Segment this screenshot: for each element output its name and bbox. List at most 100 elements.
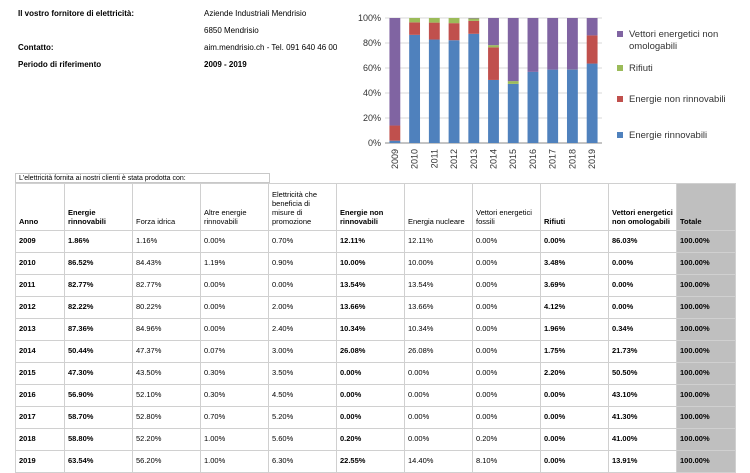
col-altre-energie-rinnovabili: Altre energie rinnovabili [201,184,269,231]
value-cell: 0.00% [541,385,609,407]
value-cell: 2.00% [269,297,337,319]
bar-segment [409,22,420,34]
value-cell: 12.11% [405,231,473,253]
value-cell: 43.50% [133,363,201,385]
bar-segment [488,45,499,47]
value-cell: 86.03% [609,231,677,253]
value-cell: 10.00% [337,253,405,275]
x-tick-label: 2019 [587,149,597,169]
value-cell: 0.00% [201,319,269,341]
value-cell: 0.00% [201,297,269,319]
value-cell: 50.44% [65,341,133,363]
x-tick-label: 2016 [528,149,538,169]
value-cell: 41.30% [609,407,677,429]
value-cell: 84.96% [133,319,201,341]
y-tick-label: 40% [363,88,381,98]
bar-segment [468,34,479,143]
value-cell: 100.00% [677,341,736,363]
value-cell: 26.08% [337,341,405,363]
value-cell: 0.00% [405,429,473,451]
value-cell: 1.00% [201,451,269,473]
value-cell: 0.00% [337,407,405,429]
value-cell: 3.00% [269,341,337,363]
contact-value: aim.mendrisio.ch - Tel. 091 640 46 00 [204,43,337,52]
bar-segment [488,80,499,143]
value-cell: 4.50% [269,385,337,407]
value-cell: 1.86% [65,231,133,253]
col-forza-idrica: Forza idrica [133,184,201,231]
col-energie-non-rinnovabili: Energie non rinnovabili [337,184,405,231]
legend-swatch [617,31,623,37]
year-cell: 2015 [16,363,65,385]
y-tick-label: 0% [368,138,381,148]
value-cell: 0.70% [269,231,337,253]
bar-segment [587,35,598,63]
value-cell: 3.48% [541,253,609,275]
year-cell: 2010 [16,253,65,275]
value-cell: 47.30% [65,363,133,385]
bar-segment [468,21,479,34]
value-cell: 100.00% [677,297,736,319]
value-cell: 0.00% [473,341,541,363]
value-cell: 56.20% [133,451,201,473]
value-cell: 80.22% [133,297,201,319]
value-cell: 0.00% [541,451,609,473]
value-cell: 82.77% [65,275,133,297]
period-value: 2009 - 2019 [204,60,247,69]
value-cell: 13.66% [405,297,473,319]
value-cell: 0.00% [337,385,405,407]
bar-segment [449,23,460,40]
value-cell: 0.00% [337,363,405,385]
value-cell: 0.00% [609,253,677,275]
value-cell: 13.91% [609,451,677,473]
y-tick-label: 80% [363,38,381,48]
value-cell: 82.22% [65,297,133,319]
value-cell: 100.00% [677,429,736,451]
value-cell: 0.70% [201,407,269,429]
bar-segment [449,18,460,23]
year-cell: 2019 [16,451,65,473]
value-cell: 0.00% [405,407,473,429]
x-tick-label: 2018 [567,149,577,169]
col-vettori-fossili: Vettori energetici fossili [473,184,541,231]
value-cell: 0.00% [473,297,541,319]
legend-swatch [617,96,623,102]
value-cell: 0.00% [269,275,337,297]
bar-segment [449,40,460,143]
bar-segment [567,70,578,144]
value-cell: 0.00% [201,275,269,297]
value-cell: 82.77% [133,275,201,297]
bar-segment [429,18,440,23]
value-cell: 0.00% [541,407,609,429]
value-cell: 0.30% [201,363,269,385]
value-cell: 47.37% [133,341,201,363]
bar-segment [409,18,420,22]
value-cell: 100.00% [677,253,736,275]
value-cell: 5.20% [269,407,337,429]
value-cell: 0.00% [609,297,677,319]
value-cell: 56.90% [65,385,133,407]
x-tick-label: 2012 [449,149,459,169]
value-cell: 52.10% [133,385,201,407]
legend-swatch [617,65,623,71]
value-cell: 52.20% [133,429,201,451]
bar-segment [528,72,539,143]
bar-segment [468,18,479,20]
value-cell: 100.00% [677,363,736,385]
supplier-address: 6850 Mendrisio [204,26,259,35]
value-cell: 4.12% [541,297,609,319]
value-cell: 86.52% [65,253,133,275]
supplier-name: Aziende Industriali Mendrisio [204,9,306,18]
value-cell: 58.70% [65,407,133,429]
value-cell: 10.34% [337,319,405,341]
value-cell: 1.19% [201,253,269,275]
period-label: Periodo di riferimento [18,60,101,69]
bar-segment [389,126,400,141]
value-cell: 0.00% [473,319,541,341]
bar-segment [429,40,440,143]
